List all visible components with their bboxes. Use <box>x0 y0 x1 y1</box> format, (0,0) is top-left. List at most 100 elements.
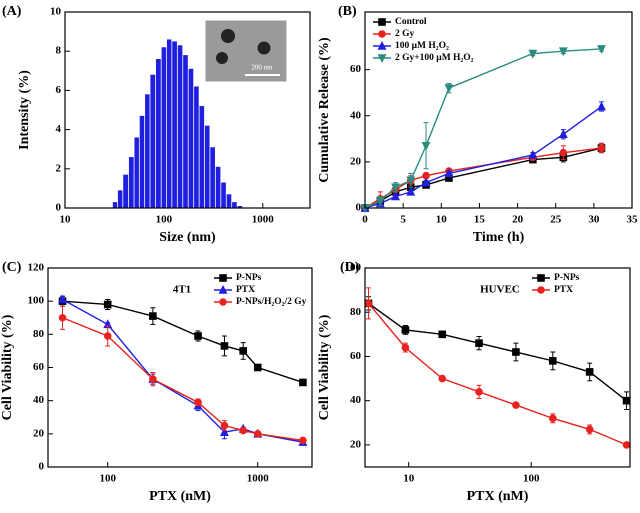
panel-label: (A) <box>2 4 22 19</box>
y-tick-label: 120 <box>28 262 45 274</box>
marker <box>475 339 483 347</box>
series-line <box>62 317 303 442</box>
bar <box>150 74 156 208</box>
marker <box>378 30 386 38</box>
marker <box>253 363 262 372</box>
x-axis-label: Size (nm) <box>159 230 216 245</box>
marker <box>421 141 431 151</box>
x-tick-label: 10 <box>436 214 448 226</box>
y-tick-label: 40 <box>33 394 45 406</box>
bar <box>155 59 161 208</box>
bar <box>117 190 123 208</box>
y-axis-label: Cell Viability (%) <box>0 314 15 420</box>
marker <box>406 186 416 196</box>
marker <box>194 332 202 340</box>
y-tick-label: 100 <box>345 262 362 274</box>
bar <box>204 125 210 208</box>
x-axis-label: PTX (nM) <box>149 489 211 504</box>
bar <box>166 39 172 208</box>
y-tick-label: 6 <box>56 84 62 96</box>
inset-image: 200 nm <box>204 19 288 83</box>
marker <box>558 47 568 57</box>
y-tick-label: 0 <box>39 461 45 473</box>
marker <box>375 197 385 207</box>
series-line <box>364 48 602 209</box>
marker <box>364 299 373 308</box>
plot-frame <box>364 267 631 468</box>
x-tick-label: 30 <box>588 214 600 226</box>
marker <box>377 40 387 50</box>
marker <box>597 101 606 111</box>
panel-label: (B) <box>338 4 357 19</box>
marker <box>239 426 247 435</box>
y-tick-label: 4 <box>56 123 62 135</box>
marker <box>219 298 227 306</box>
bar <box>161 47 167 208</box>
marker <box>239 347 247 355</box>
plot-frame <box>364 11 633 209</box>
bar <box>177 45 183 208</box>
legend-label: P-NPs/H₂O₂/2 Gy <box>236 297 307 307</box>
marker <box>253 430 262 438</box>
x-tick-label: 25 <box>550 214 562 226</box>
bar <box>188 68 194 208</box>
y-axis-label: Intensity (%) <box>17 70 32 150</box>
marker <box>299 436 307 445</box>
marker <box>194 398 202 407</box>
marker <box>528 49 538 59</box>
bar <box>194 86 199 208</box>
panel-label: (D) <box>340 260 360 275</box>
legend-label: P-NPs <box>236 273 262 283</box>
marker <box>218 284 228 294</box>
y-tick-label: 20 <box>33 427 45 439</box>
marker <box>401 326 410 334</box>
x-tick-label: 10 <box>60 214 72 226</box>
y-tick-label: 60 <box>350 350 362 362</box>
marker <box>220 427 229 436</box>
bar <box>172 41 177 209</box>
marker <box>558 129 568 139</box>
legend-label: Control <box>395 17 427 27</box>
marker <box>537 286 545 294</box>
marker <box>299 378 307 387</box>
y-tick-label: 80 <box>350 306 362 318</box>
legend-label: 2 Gy <box>395 29 415 39</box>
y-tick-label: 100 <box>28 295 45 307</box>
marker <box>406 176 416 186</box>
bar <box>226 194 232 208</box>
annotation: 4T1 <box>173 284 191 296</box>
y-tick-label: 40 <box>350 109 362 121</box>
marker <box>391 183 400 193</box>
marker <box>444 84 454 94</box>
bar <box>123 174 129 208</box>
bar <box>221 182 226 208</box>
particle <box>216 52 228 64</box>
marker <box>438 374 447 383</box>
marker <box>220 342 229 350</box>
bar <box>199 106 205 208</box>
marker <box>149 312 157 320</box>
x-axis-label: PTX (nM) <box>467 489 529 504</box>
legend-label: PTX <box>554 285 573 295</box>
y-tick-label: 20 <box>350 438 362 450</box>
plot-frame <box>64 11 311 209</box>
x-tick-label: 20 <box>512 214 524 226</box>
marker <box>622 396 631 405</box>
y-tick-label: 20 <box>350 155 362 167</box>
legend-label: 2 Gy+100 μM H₂O₂ <box>395 53 474 63</box>
marker <box>378 18 386 26</box>
x-tick-label: 1000 <box>252 214 275 226</box>
legend-label: P-NPs <box>554 273 580 283</box>
x-axis-label: Time (h) <box>473 230 525 245</box>
bar <box>112 202 118 208</box>
annotation: HUVEC <box>480 284 520 296</box>
y-tick-label: 10 <box>50 6 62 18</box>
y-axis-label: Cell Viability (%) <box>317 314 332 420</box>
bar <box>128 157 134 208</box>
x-tick-label: 100 <box>523 473 540 485</box>
inset-label: 200 nm <box>251 64 273 72</box>
marker <box>475 388 483 396</box>
marker <box>401 343 410 352</box>
y-tick-label: 60 <box>33 361 45 373</box>
panel-label: (C) <box>2 260 22 275</box>
